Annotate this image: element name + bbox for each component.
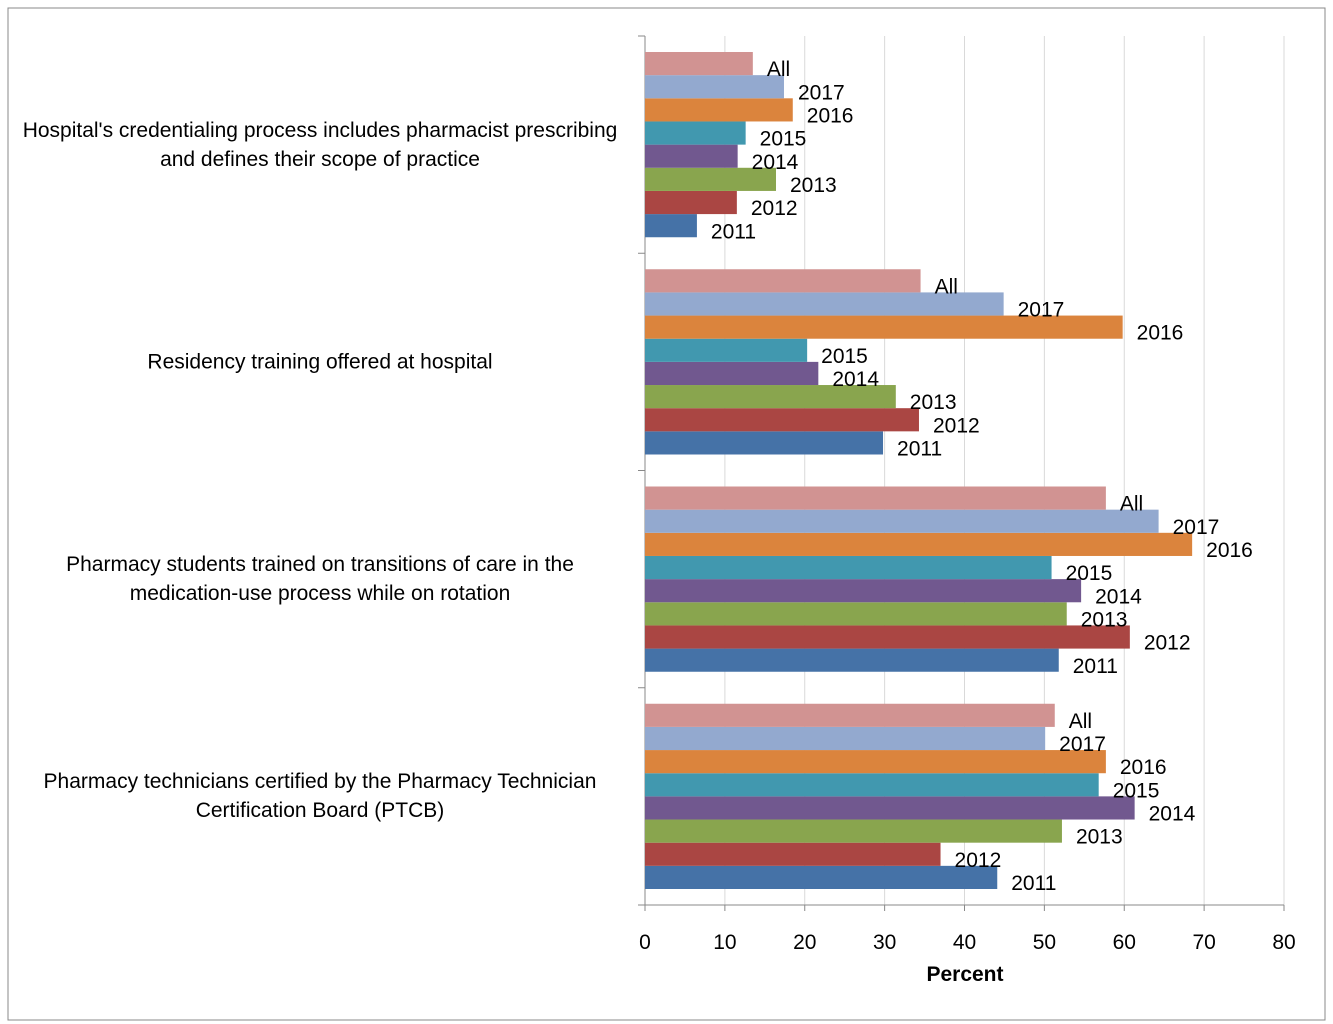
bar — [645, 361, 819, 386]
category-label: Pharmacy students trained on transitions… — [66, 553, 574, 606]
bar-label: 2013 — [790, 174, 837, 197]
bar — [645, 121, 746, 145]
bar-label: 2013 — [1081, 608, 1128, 631]
bar — [645, 555, 1052, 580]
bar-label: 2017 — [1059, 733, 1106, 756]
bar-label: 2011 — [1073, 655, 1118, 678]
bar-label: 2016 — [1137, 322, 1184, 345]
bar — [645, 579, 1082, 603]
bar — [645, 167, 776, 191]
bar — [645, 509, 1159, 533]
bar-label: 2017 — [798, 81, 845, 104]
bar — [645, 726, 1046, 751]
bar-label: 2011 — [711, 220, 756, 243]
bar — [645, 315, 1123, 339]
x-tick-label: 10 — [713, 931, 736, 954]
bar — [645, 75, 784, 99]
bar-label: 2014 — [1095, 585, 1142, 608]
bar — [645, 486, 1106, 510]
bar — [645, 796, 1135, 820]
bar — [645, 648, 1059, 672]
bar-label: 2015 — [1113, 779, 1160, 802]
bar — [645, 625, 1130, 649]
bar-label: 2017 — [1018, 299, 1065, 322]
bar — [645, 385, 896, 409]
bar-label: All — [1120, 493, 1143, 516]
bar — [645, 431, 884, 455]
bar-label: 2012 — [955, 849, 1002, 872]
bar — [645, 292, 1004, 316]
bar — [645, 214, 697, 238]
bar-label: 2015 — [1066, 562, 1113, 585]
bar — [645, 190, 737, 215]
bar-label: 2016 — [807, 104, 854, 127]
bar — [645, 338, 808, 362]
bar-label: 2013 — [910, 391, 957, 414]
bar-label: All — [767, 58, 790, 81]
x-tick-label: 0 — [639, 931, 651, 954]
bar-label: 2015 — [821, 345, 868, 368]
bar-label: 2014 — [832, 368, 879, 391]
bar — [645, 750, 1106, 774]
bar-label: 2014 — [752, 151, 799, 174]
bar — [645, 842, 941, 866]
bar — [645, 602, 1067, 626]
bar-label: 2017 — [1173, 516, 1220, 539]
bar — [645, 98, 793, 122]
bar — [645, 532, 1193, 556]
bar — [645, 703, 1055, 727]
category-label: Hospital's credentialing process include… — [22, 118, 618, 171]
bar — [645, 144, 738, 168]
bar-label: 2012 — [751, 197, 798, 220]
category-label: Pharmacy technicians certified by the Ph… — [43, 770, 597, 823]
x-tick-label: 40 — [953, 931, 976, 954]
x-tick-label: 60 — [1113, 931, 1136, 954]
bar — [645, 773, 1099, 797]
x-tick-label: 70 — [1192, 931, 1215, 954]
bar-label: All — [1069, 710, 1092, 733]
bar — [645, 269, 921, 293]
x-tick-label: 50 — [1033, 931, 1056, 954]
bar-label: 2015 — [760, 128, 807, 151]
x-axis-title: Percent — [926, 963, 1003, 986]
bar — [645, 819, 1062, 843]
bar-label: 2013 — [1076, 826, 1123, 849]
x-tick-label: 80 — [1272, 931, 1295, 954]
x-tick-label: 30 — [873, 931, 896, 954]
bar-label: 2012 — [1144, 632, 1191, 655]
bar-label: 2011 — [897, 438, 942, 461]
bar — [645, 408, 919, 432]
bar-label: 2012 — [933, 414, 980, 437]
x-tick-label: 20 — [793, 931, 816, 954]
category-label: Residency training offered at hospital — [147, 350, 493, 374]
bar-label: 2014 — [1149, 803, 1196, 826]
bar — [645, 52, 753, 76]
bar-label: 2011 — [1011, 872, 1056, 895]
bar-label: 2016 — [1206, 539, 1253, 562]
bar — [645, 865, 998, 889]
bar-label: All — [935, 275, 958, 298]
bar-label: 2016 — [1120, 756, 1167, 779]
